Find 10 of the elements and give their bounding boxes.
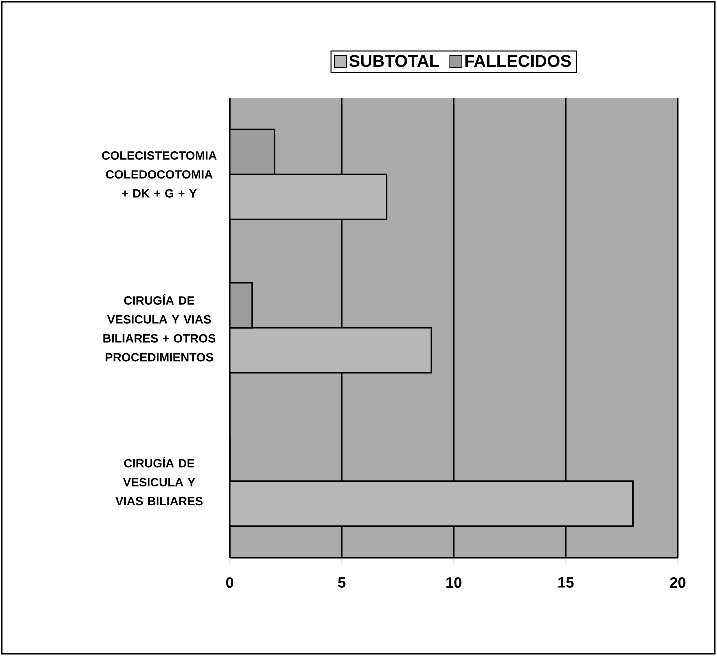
- y-tick-label: COLECISTECTOMIA COLEDOCOTOMIA + DK + G + Y: [102, 152, 217, 198]
- y-tick-label: CIRUGÍA DE VESICULA Y VIAS BILIARES: [116, 457, 203, 506]
- x-tick-label: 10: [446, 578, 462, 588]
- x-tick-label: 0: [226, 578, 234, 588]
- x-tick-label: 20: [670, 578, 686, 588]
- y-tick-label: CIRUGÍA DE VESICULA Y VIAS BILIARES + OTROS PROCEDIMIENTOS: [104, 294, 216, 362]
- x-tick-label: 5: [338, 578, 346, 588]
- legend-label: SUBTOTAL: [350, 55, 440, 68]
- x-tick-label: 15: [558, 578, 574, 588]
- legend-label: FALLECIDOS: [466, 55, 572, 68]
